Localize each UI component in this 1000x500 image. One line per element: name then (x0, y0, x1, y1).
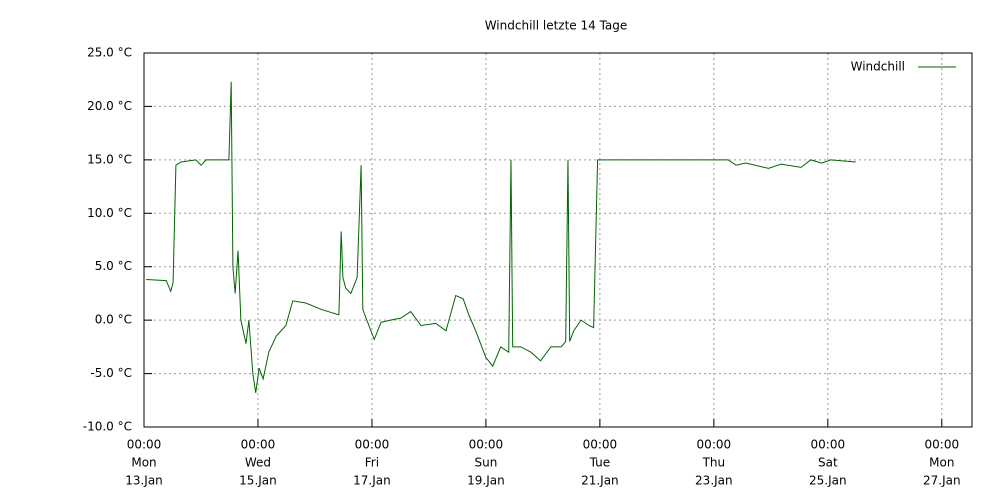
x-tick-label: Sat (818, 456, 838, 470)
x-tick-label: 25.Jan (809, 474, 847, 488)
x-tick-label: 17.Jan (353, 474, 391, 488)
x-tick-label: 23.Jan (695, 474, 733, 488)
x-tick-label: Fri (365, 456, 379, 470)
x-tick-label: 21.Jan (581, 474, 619, 488)
legend-label: Windchill (851, 60, 905, 74)
x-tick-label: 00:00 (697, 438, 732, 452)
x-tick-label: 00:00 (811, 438, 846, 452)
plot-frame (143, 52, 973, 428)
y-tick-label: 25.0 °C (87, 46, 132, 60)
x-tick-label: 15.Jan (239, 474, 277, 488)
x-tick-label: 00:00 (241, 438, 276, 452)
y-tick-label: 5.0 °C (95, 259, 132, 273)
y-tick-label: 0.0 °C (95, 313, 132, 327)
x-tick-label: 13.Jan (125, 474, 163, 488)
x-tick-label: Mon (929, 456, 954, 470)
y-tick-label: 10.0 °C (87, 206, 132, 220)
data-line (146, 81, 856, 393)
x-tick-label: Sun (474, 456, 497, 470)
y-tick-label: -5.0 °C (90, 366, 132, 380)
x-tick-label: Wed (245, 456, 271, 470)
x-tick-label: Mon (131, 456, 156, 470)
chart-title: Windchill letzte 14 Tage (485, 19, 628, 33)
x-tick-label: 00:00 (469, 438, 504, 452)
y-tick-label: -10.0 °C (83, 420, 132, 434)
x-tick-label: Thu (702, 456, 726, 470)
x-tick-label: 00:00 (925, 438, 960, 452)
y-tick-label: 20.0 °C (87, 99, 132, 113)
x-tick-label: Tue (589, 456, 611, 470)
x-tick-label: 27.Jan (923, 474, 961, 488)
x-tick-label: 19.Jan (467, 474, 505, 488)
y-tick-label: 15.0 °C (87, 152, 132, 166)
x-tick-label: 00:00 (355, 438, 390, 452)
x-tick-label: 00:00 (127, 438, 162, 452)
x-tick-label: 00:00 (583, 438, 618, 452)
